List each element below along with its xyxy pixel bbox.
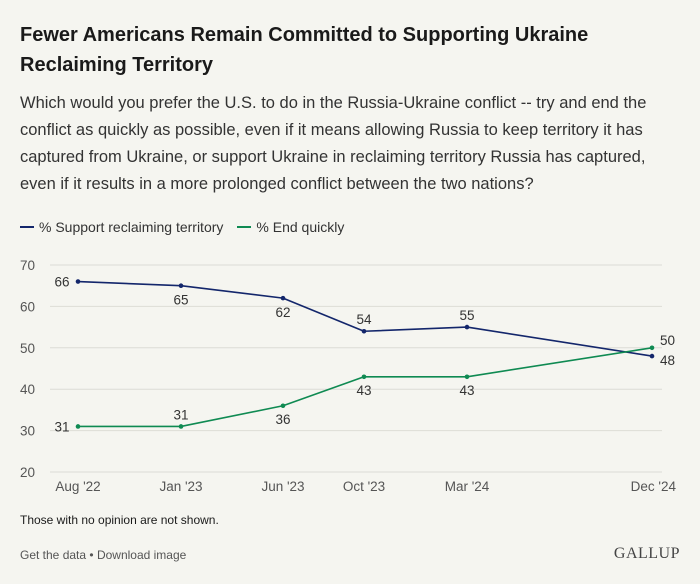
data-label-s1-0: 31 xyxy=(54,419,69,434)
y-tick-label-70: 70 xyxy=(20,258,35,273)
data-point-s0-2 xyxy=(280,295,286,301)
data-label-s0-5: 48 xyxy=(660,353,675,368)
data-point-s1-4 xyxy=(464,374,470,380)
data-point-s0-1 xyxy=(178,283,184,288)
y-tick-label-50: 50 xyxy=(20,341,35,356)
line-chart: 20 30 40 50 60 70 Aug '22 Jan '23 Jun '23 Oct '23… xyxy=(20,258,677,494)
legend: % Support reclaiming territory % End qui… xyxy=(20,219,358,235)
footnote: Those with no opinion are not shown. xyxy=(20,513,219,527)
data-label-s0-4: 55 xyxy=(459,308,474,323)
legend-label-support: % Support reclaiming territory xyxy=(39,219,224,235)
legend-label-end: % End quickly xyxy=(256,219,345,235)
data-label-s1-2: 36 xyxy=(275,412,290,427)
legend-swatch-end xyxy=(237,226,252,228)
x-tick-label-1: Jan '23 xyxy=(159,479,202,494)
legend-item-end: % End quickly xyxy=(237,219,344,235)
chart-title: Fewer Americans Remain Committed to Supp… xyxy=(20,24,589,76)
data-label-s1-5: 50 xyxy=(660,333,675,348)
get-data-link[interactable]: Get the data xyxy=(20,548,87,562)
link-separator: • xyxy=(89,548,94,562)
data-point-s1-3 xyxy=(361,374,367,380)
download-image-link[interactable]: Download image xyxy=(96,548,187,562)
data-point-s0-3 xyxy=(361,328,367,334)
data-label-s0-1: 65 xyxy=(173,293,188,308)
x-tick-label-0: Aug '22 xyxy=(55,479,100,494)
x-tick-label-4: Mar '24 xyxy=(445,479,490,494)
data-label-s0-0: 66 xyxy=(54,275,69,290)
data-point-s1-1 xyxy=(178,424,184,429)
data-point-s1-5 xyxy=(649,345,655,351)
data-label-s1-1: 31 xyxy=(173,407,188,422)
legend-item-support: % Support reclaiming territory xyxy=(20,219,223,235)
footer-links: Get the data • Download image xyxy=(20,548,186,562)
gallup-logo: GALLUP xyxy=(613,545,680,562)
x-tick-label-3: Oct '23 xyxy=(343,479,385,494)
legend-swatch-support xyxy=(20,226,34,228)
data-label-s1-3: 43 xyxy=(356,383,371,398)
y-tick-label-60: 60 xyxy=(20,299,35,314)
data-label-s1-4: 43 xyxy=(459,383,474,398)
data-label-s0-2: 62 xyxy=(275,305,290,320)
series-line-1 xyxy=(78,347,653,428)
data-point-s0-0 xyxy=(75,279,81,284)
data-point-s1-2 xyxy=(280,403,286,409)
y-tick-label-30: 30 xyxy=(20,424,35,439)
data-label-s0-3: 54 xyxy=(356,312,372,327)
y-tick-label-40: 40 xyxy=(20,382,35,397)
series-line-0 xyxy=(77,280,653,357)
x-tick-label-2: Jun '23 xyxy=(261,479,304,494)
y-tick-label-20: 20 xyxy=(20,465,35,480)
x-tick-label-5: Dec '24 xyxy=(631,479,677,494)
data-point-s0-5 xyxy=(649,353,655,359)
data-point-s1-0 xyxy=(75,424,81,429)
chart-subtitle: Which would you prefer the U.S. to do in… xyxy=(20,94,647,193)
data-point-s0-4 xyxy=(464,324,470,330)
